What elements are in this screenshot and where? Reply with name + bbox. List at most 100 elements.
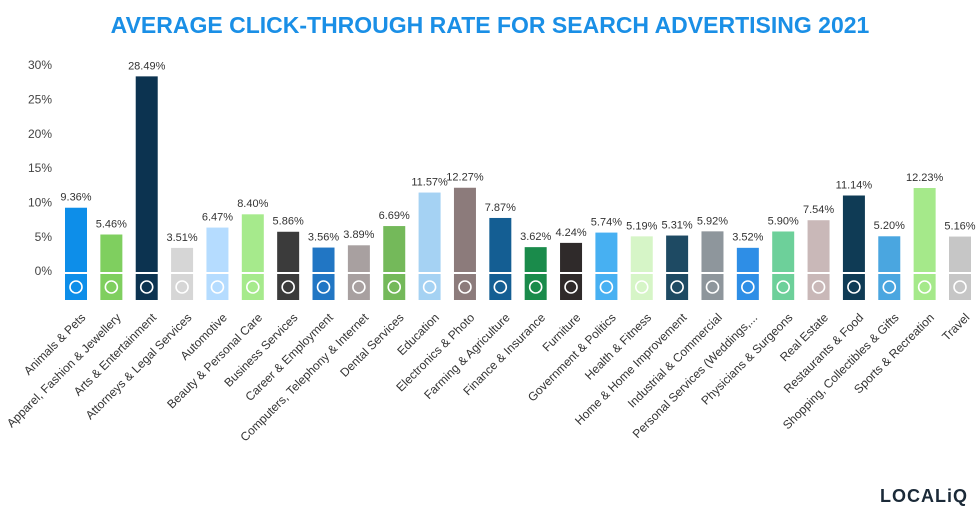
bar — [453, 187, 476, 272]
bar — [135, 76, 158, 272]
bar — [842, 195, 865, 272]
icon-glyph — [281, 280, 295, 294]
icon-glyph — [458, 280, 472, 294]
icon-glyph — [528, 280, 543, 294]
value-label: 7.87% — [485, 202, 516, 214]
x-tick-label: Computers, Telephony & Internet — [237, 310, 371, 444]
icon-glyph — [246, 280, 260, 294]
bar — [312, 247, 335, 272]
icon-glyph — [210, 280, 225, 294]
bar — [524, 247, 547, 272]
icon-glyph — [139, 280, 154, 294]
bar — [595, 232, 618, 272]
y-tick-label: 30% — [28, 58, 52, 72]
bar — [878, 236, 901, 272]
icon-glyph — [387, 280, 402, 294]
bar — [241, 214, 264, 272]
bar — [347, 245, 370, 272]
category-icon — [171, 274, 194, 300]
icon-glyph — [882, 280, 897, 294]
value-label: 5.74% — [591, 216, 622, 228]
category-icon — [100, 274, 123, 300]
category-icon — [65, 274, 87, 300]
bar — [383, 226, 406, 272]
logo: LOCALiQ — [880, 486, 968, 506]
icon-glyph — [776, 280, 791, 294]
icon-glyph — [670, 280, 684, 294]
value-label: 12.27% — [446, 172, 484, 184]
bar — [772, 231, 795, 272]
value-label: 6.69% — [379, 210, 410, 222]
icon-glyph — [564, 280, 578, 294]
bar — [100, 234, 123, 272]
category-icon — [701, 274, 724, 300]
y-tick-label: 25% — [28, 93, 52, 107]
icon-glyph — [69, 280, 83, 294]
bar — [418, 192, 441, 272]
icon-glyph — [352, 280, 366, 294]
y-tick-label: 10% — [28, 196, 52, 210]
bar — [666, 235, 689, 272]
bar — [913, 188, 936, 272]
icon-glyph — [104, 280, 119, 294]
value-label: 3.62% — [520, 231, 551, 243]
category-icon — [453, 274, 476, 300]
x-tick-label: Animals & Pets — [21, 310, 88, 377]
value-label: 3.51% — [166, 232, 197, 244]
bar — [949, 236, 971, 272]
y-tick-label: 15% — [28, 161, 52, 175]
category-icon — [878, 274, 901, 300]
category-icon — [241, 274, 264, 300]
value-label: 5.19% — [626, 220, 657, 232]
category-icon — [630, 274, 653, 300]
value-label: 8.40% — [237, 198, 268, 210]
value-label: 11.57% — [411, 176, 448, 188]
bar — [206, 227, 229, 272]
value-label: 5.92% — [697, 215, 728, 227]
category-icon — [842, 274, 865, 300]
bar — [171, 247, 194, 272]
category-icon — [347, 274, 370, 300]
y-tick-label: 5% — [35, 230, 53, 244]
value-label: 7.54% — [803, 204, 834, 216]
chart-title: AVERAGE CLICK-THROUGH RATE FOR SEARCH AD… — [111, 12, 870, 38]
category-icon — [949, 274, 971, 300]
value-label: 9.36% — [60, 192, 91, 204]
value-label: 4.24% — [555, 227, 586, 239]
icon-glyph — [917, 280, 932, 294]
category-icon — [595, 274, 618, 300]
bar — [807, 220, 830, 272]
bar — [701, 231, 724, 272]
icon-glyph — [599, 280, 614, 294]
bar — [489, 217, 512, 272]
icon-glyph — [811, 280, 826, 294]
value-label: 3.52% — [732, 232, 763, 244]
value-label: 5.31% — [662, 219, 693, 231]
bar — [736, 247, 759, 272]
value-label: 3.89% — [343, 229, 374, 241]
category-icon — [736, 274, 759, 300]
category-icon — [560, 274, 583, 300]
y-tick-label: 20% — [28, 127, 52, 141]
category-icon — [489, 274, 512, 300]
value-label: 5.46% — [96, 218, 127, 230]
value-label: 5.20% — [874, 220, 905, 232]
category-icon — [524, 274, 547, 300]
category-icon — [666, 274, 689, 300]
category-icon — [312, 274, 335, 300]
x-tick-label: Travel — [939, 310, 972, 343]
value-label: 3.56% — [308, 231, 339, 243]
value-label: 6.47% — [202, 211, 233, 223]
category-icon — [772, 274, 795, 300]
bar — [630, 236, 653, 272]
icon-glyph — [175, 280, 189, 294]
y-tick-label: 0% — [35, 264, 53, 278]
bar — [560, 242, 583, 272]
icon-glyph — [741, 280, 755, 294]
bar — [277, 231, 300, 272]
icon-glyph — [953, 280, 967, 294]
value-label: 12.23% — [906, 172, 944, 184]
category-icon — [807, 274, 830, 300]
category-icon — [135, 274, 158, 300]
